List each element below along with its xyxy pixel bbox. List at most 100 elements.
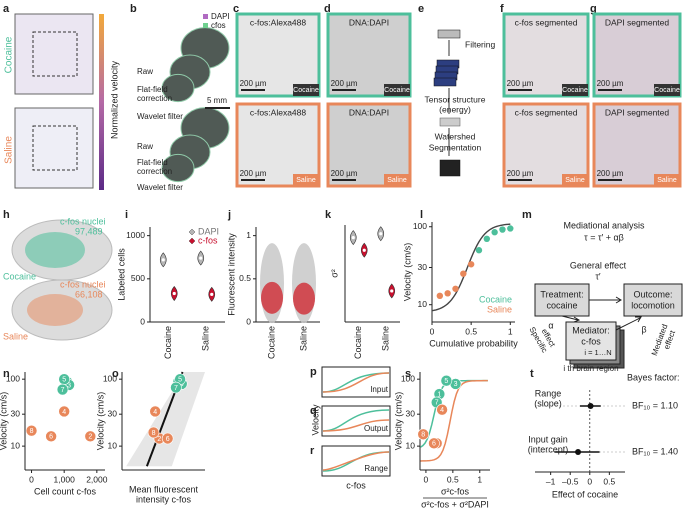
- point: [147, 426, 160, 439]
- label: c-fos: [346, 480, 366, 490]
- legend-label: DAPI: [198, 226, 219, 236]
- category-label: Saline: [381, 326, 391, 351]
- y-axis-label: Velocity (cm/s): [95, 392, 105, 451]
- label: cocaine: [546, 300, 577, 310]
- point: [452, 285, 459, 292]
- legend-label: Cocaine: [479, 294, 512, 304]
- point: [428, 437, 440, 450]
- tag-box: [562, 84, 588, 96]
- label: Range: [364, 464, 388, 473]
- image: [14, 107, 94, 189]
- point-label: 5: [62, 377, 66, 384]
- label: DNA:DAPI: [349, 107, 389, 117]
- y-tick-label: 10: [11, 440, 21, 450]
- panel-label: l: [420, 209, 423, 221]
- y-axis-label: Velocity (cm/s): [393, 392, 403, 451]
- panel-label: e: [418, 3, 424, 15]
- panel-label: m: [522, 209, 532, 221]
- label: DAPI: [211, 12, 230, 21]
- label: 97,489: [75, 226, 103, 236]
- panel-label: o: [112, 368, 119, 380]
- label: 200 µm: [240, 79, 267, 88]
- panel-label: s: [405, 368, 411, 380]
- y-tick-label: 1000: [126, 230, 145, 240]
- panel-label: a: [3, 3, 10, 15]
- y-tick-label: 30: [108, 408, 118, 418]
- point-label: 4: [440, 407, 444, 414]
- y-tick-label: 0: [140, 316, 145, 326]
- label: Input gain: [528, 434, 568, 444]
- point-label: 4: [62, 409, 66, 416]
- label: Cocaine: [654, 87, 680, 94]
- median: [210, 292, 214, 296]
- label: Segmentation: [429, 142, 482, 152]
- panel-label: i: [125, 209, 128, 221]
- schematic-curve: [322, 372, 390, 393]
- label: Cocaine: [3, 271, 36, 281]
- label: c-fos:Alexa488: [250, 107, 306, 117]
- y-tick-label: 1: [246, 230, 251, 240]
- roi: [32, 31, 78, 77]
- x-axis-label: Effect of cocaine: [552, 489, 618, 499]
- x-tick-label: 0: [424, 474, 429, 484]
- image: [235, 12, 321, 98]
- point: [25, 424, 38, 437]
- label: BF₁₀ = 1.10: [632, 400, 678, 410]
- point: [58, 405, 70, 418]
- image: [14, 13, 94, 95]
- label: c-fos: [581, 336, 601, 346]
- point: [161, 432, 174, 445]
- label: cfos: [211, 21, 226, 30]
- panel-label: j: [227, 209, 231, 221]
- label: 200 µm: [597, 169, 624, 178]
- legend-marker: [188, 228, 196, 236]
- tag-box: [654, 84, 680, 96]
- x-axis-label: σ²c-fos: [441, 486, 470, 496]
- stack: [439, 159, 461, 177]
- point-label: 7: [174, 385, 178, 392]
- x-tick-label: 0.5: [447, 474, 459, 484]
- y-axis-label: σ²: [329, 269, 339, 278]
- panel-label: q: [310, 405, 317, 417]
- label: 200 µm: [507, 169, 534, 178]
- point-label: 3: [67, 382, 71, 389]
- y-tick-label: 30: [418, 262, 428, 272]
- tag-box: [293, 174, 319, 186]
- label: Raw: [137, 67, 153, 76]
- legend-label: Saline: [487, 304, 512, 314]
- label: (intercept): [528, 444, 569, 454]
- median: [199, 256, 203, 260]
- point-label: 3: [180, 381, 184, 388]
- point: [444, 290, 451, 297]
- panel-label: b: [130, 3, 137, 15]
- x-tick-label: –0.5: [562, 476, 579, 486]
- point-label: 4: [153, 409, 157, 416]
- point: [45, 430, 57, 443]
- image: [502, 102, 590, 188]
- panel-label: n: [3, 368, 10, 380]
- point-label: 5: [444, 378, 448, 385]
- tag-box: [654, 174, 680, 186]
- label: c-fos segmented: [515, 17, 578, 27]
- point-label: 8: [152, 430, 156, 437]
- y-tick-label: 10: [406, 440, 416, 450]
- label: Watershed: [435, 131, 476, 141]
- panel-label: g: [590, 3, 597, 15]
- label: Cocaine: [4, 36, 15, 73]
- label: Flat-field: [137, 85, 168, 94]
- y-tick-label: 100: [103, 373, 117, 383]
- tag-box: [562, 174, 588, 186]
- label: β: [641, 324, 646, 334]
- median: [161, 258, 165, 262]
- y-tick-label: 10: [108, 440, 118, 450]
- median: [172, 291, 176, 296]
- label: Tensor structure: [425, 94, 486, 104]
- y-axis-label: Velocity (cm/s): [0, 392, 8, 451]
- point-label: 2: [88, 434, 92, 441]
- label: 200 µm: [331, 169, 358, 178]
- label: Cocaine: [384, 87, 410, 94]
- label: 200 µm: [597, 79, 624, 88]
- image: [235, 102, 321, 188]
- label: Normalized velocity: [109, 60, 119, 139]
